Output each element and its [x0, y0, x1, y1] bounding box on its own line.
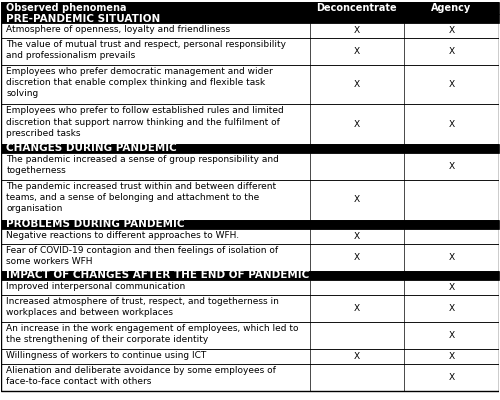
- Bar: [2, 280, 498, 295]
- Bar: [2, 23, 498, 38]
- Text: Observed phenomena: Observed phenomena: [6, 3, 127, 13]
- Text: The pandemic increased a sense of group responsibility and
togetherness: The pandemic increased a sense of group …: [6, 155, 279, 175]
- Text: CHANGES DURING PANDEMIC: CHANGES DURING PANDEMIC: [6, 144, 177, 154]
- Text: IMPACT OF CHANGES AFTER THE END OF PANDEMIC: IMPACT OF CHANGES AFTER THE END OF PANDE…: [6, 270, 310, 280]
- Text: Alienation and deliberate avoidance by some employees of
face-to-face contact wi: Alienation and deliberate avoidance by s…: [6, 366, 276, 386]
- Text: X: X: [448, 162, 454, 171]
- Bar: [2, 65, 498, 104]
- Text: X: X: [354, 304, 360, 313]
- Bar: [2, 322, 498, 349]
- Bar: [2, 38, 498, 65]
- Text: X: X: [354, 232, 360, 241]
- Text: X: X: [448, 47, 454, 56]
- Text: Deconcentrate: Deconcentrate: [316, 3, 397, 13]
- Text: X: X: [448, 80, 454, 89]
- Text: PROBLEMS DURING PANDEMIC: PROBLEMS DURING PANDEMIC: [6, 219, 185, 229]
- Text: The pandemic increased trust within and between different
teams, and a sense of : The pandemic increased trust within and …: [6, 182, 276, 213]
- Bar: [2, 180, 498, 220]
- Text: Willingness of workers to continue using ICT: Willingness of workers to continue using…: [6, 351, 206, 360]
- Bar: [2, 153, 498, 180]
- Text: Employees who prefer to follow established rules and limited
discretion that sup: Employees who prefer to follow establish…: [6, 106, 284, 138]
- Text: Improved interpersonal communication: Improved interpersonal communication: [6, 282, 186, 291]
- Bar: [2, 295, 498, 322]
- Text: X: X: [354, 80, 360, 89]
- Text: The value of mutual trust and respect, personal responsibility
and professionali: The value of mutual trust and respect, p…: [6, 40, 286, 60]
- Bar: [2, 144, 498, 153]
- Text: X: X: [354, 47, 360, 56]
- Text: Employees who prefer democratic management and wider
discretion that enable comp: Employees who prefer democratic manageme…: [6, 67, 273, 98]
- Text: X: X: [448, 352, 454, 361]
- Text: X: X: [354, 252, 360, 262]
- Text: X: X: [354, 120, 360, 129]
- Text: Fear of COVID-19 contagion and then feelings of isolation of
some workers WFH: Fear of COVID-19 contagion and then feel…: [6, 246, 278, 266]
- Text: X: X: [448, 252, 454, 262]
- Text: X: X: [448, 304, 454, 313]
- Text: X: X: [354, 352, 360, 361]
- Bar: [2, 271, 498, 280]
- Text: X: X: [448, 331, 454, 340]
- Text: Increased atmosphere of trust, respect, and togetherness in
workplaces and betwe: Increased atmosphere of trust, respect, …: [6, 297, 279, 317]
- Text: PRE-PANDEMIC SITUATION: PRE-PANDEMIC SITUATION: [6, 14, 160, 24]
- Text: X: X: [354, 26, 360, 35]
- Bar: [2, 14, 498, 23]
- Text: X: X: [448, 373, 454, 382]
- Bar: [2, 349, 498, 364]
- Bar: [2, 229, 498, 244]
- Text: Agency: Agency: [432, 3, 472, 13]
- Text: Atmosphere of openness, loyalty and friendliness: Atmosphere of openness, loyalty and frie…: [6, 25, 230, 34]
- Text: X: X: [354, 195, 360, 204]
- Bar: [2, 2, 498, 14]
- Text: Negative reactions to different approaches to WFH.: Negative reactions to different approach…: [6, 231, 239, 240]
- Text: An increase in the work engagement of employees, which led to
the strengthening : An increase in the work engagement of em…: [6, 324, 299, 344]
- Bar: [2, 364, 498, 391]
- Text: X: X: [448, 283, 454, 292]
- Text: X: X: [448, 26, 454, 35]
- Bar: [2, 104, 498, 144]
- Text: X: X: [448, 120, 454, 129]
- Bar: [2, 244, 498, 271]
- Bar: [2, 220, 498, 229]
